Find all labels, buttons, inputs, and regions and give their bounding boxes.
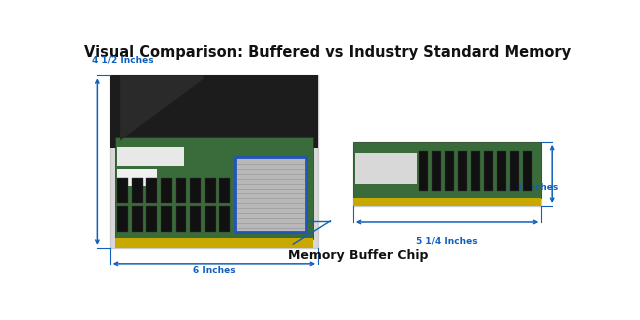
- Bar: [470, 151, 480, 191]
- Bar: [205, 178, 216, 204]
- Bar: [115, 137, 313, 239]
- Text: 4 1/2 Inches: 4 1/2 Inches: [92, 55, 154, 64]
- Bar: [235, 157, 305, 232]
- Bar: [220, 178, 230, 204]
- Text: 5 1/4 Inches: 5 1/4 Inches: [416, 237, 478, 246]
- Bar: [190, 206, 201, 232]
- Bar: [484, 151, 493, 191]
- Text: 6 Inches: 6 Inches: [193, 266, 236, 275]
- Bar: [205, 206, 216, 232]
- Bar: [353, 142, 541, 206]
- Bar: [175, 206, 186, 232]
- Bar: [419, 151, 428, 191]
- Bar: [117, 206, 128, 232]
- Text: 1 1/8 inches: 1 1/8 inches: [497, 183, 559, 192]
- Bar: [147, 206, 157, 232]
- Bar: [175, 178, 186, 204]
- Bar: [353, 198, 541, 206]
- Bar: [115, 238, 313, 248]
- Bar: [190, 178, 201, 204]
- Bar: [445, 151, 454, 191]
- Bar: [161, 178, 172, 204]
- Bar: [110, 75, 318, 248]
- Text: Memory Buffer Chip: Memory Buffer Chip: [288, 249, 429, 262]
- Bar: [432, 151, 441, 191]
- Bar: [110, 75, 318, 148]
- Bar: [353, 142, 541, 198]
- Bar: [117, 147, 184, 165]
- Bar: [523, 151, 532, 191]
- Bar: [132, 178, 143, 204]
- Bar: [161, 206, 172, 232]
- Bar: [117, 169, 157, 186]
- Bar: [147, 178, 157, 204]
- Bar: [497, 151, 506, 191]
- Bar: [355, 153, 417, 184]
- Bar: [117, 178, 128, 204]
- Polygon shape: [120, 75, 204, 140]
- Bar: [132, 206, 143, 232]
- Bar: [220, 206, 230, 232]
- Text: Visual Comparison: Buffered vs Industry Standard Memory: Visual Comparison: Buffered vs Industry …: [84, 44, 572, 60]
- Bar: [458, 151, 467, 191]
- Bar: [509, 151, 519, 191]
